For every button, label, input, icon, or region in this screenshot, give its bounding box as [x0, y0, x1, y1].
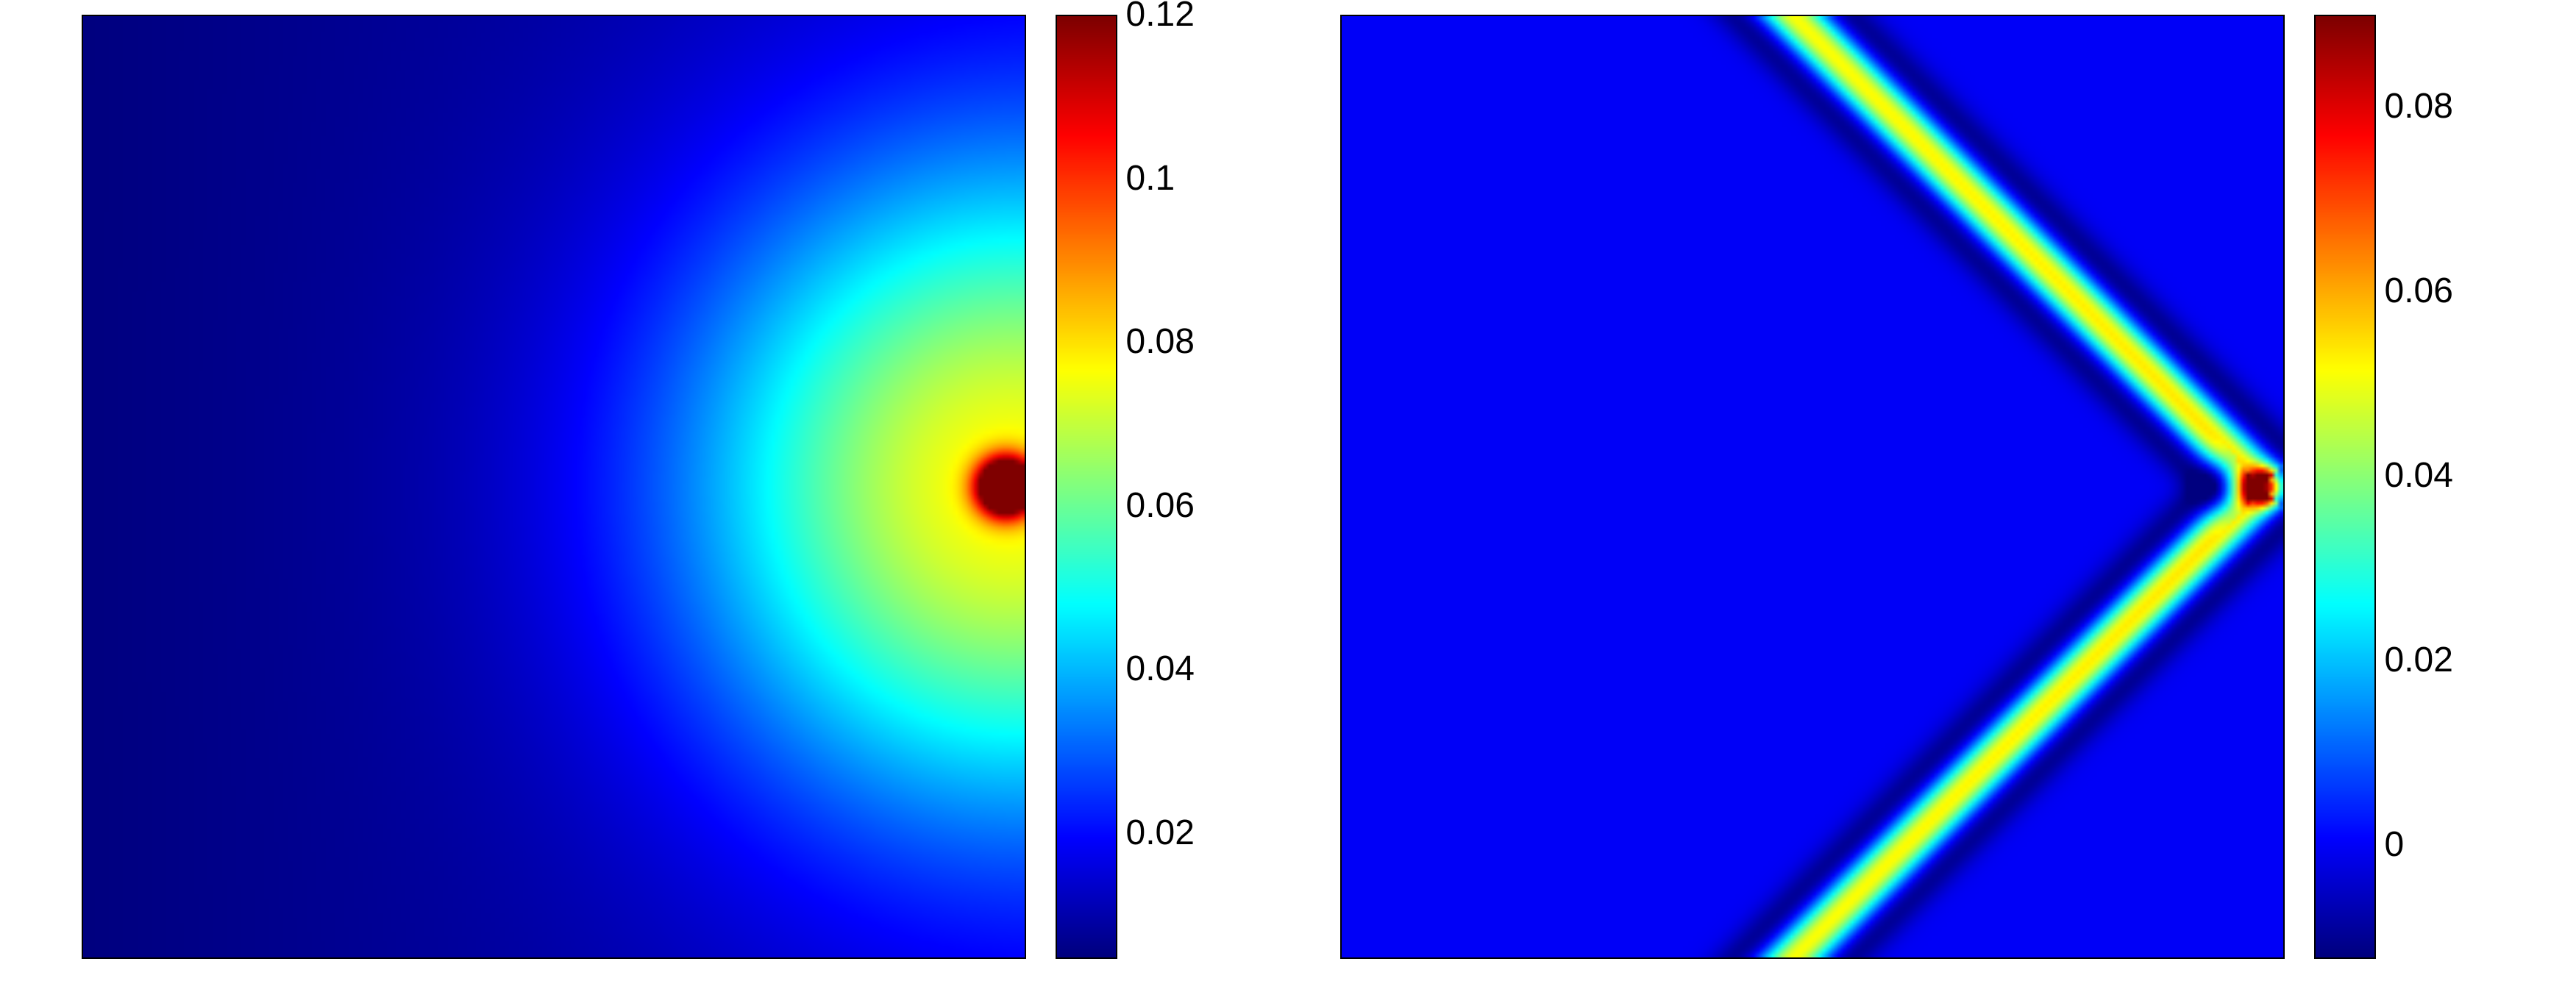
colorbar-ticklabel: 0.12: [1126, 0, 1195, 32]
colorbar-ticklabel: 0.06: [1126, 488, 1195, 524]
figure: 0.02 0.04 0.06 0.08 0.1 0.12 0 0.02 0.04 0.06 0.0…: [0, 0, 2576, 992]
colorbar-ticklabels-left: 0.020.040.060.080.10.12: [1126, 15, 1237, 956]
heatmap-right: [1340, 15, 2285, 959]
colorbar-ticklabel: 0.08: [2385, 89, 2453, 124]
colorbar-ticklabel: 0.04: [1126, 652, 1195, 687]
colorbar-ticklabel: 0.08: [1126, 324, 1195, 360]
panel-right: 0 0.02 0.04 0.06 0.08: [1340, 15, 2495, 959]
colorbar-ticklabel: 0.04: [2385, 458, 2453, 493]
colorbar-ticklabel: 0: [2385, 827, 2405, 863]
colorbar-group-right: 0 0.02 0.04 0.06 0.08: [2314, 15, 2495, 959]
colorbar-right: [2314, 15, 2376, 959]
colorbar-left: [1056, 15, 1117, 959]
colorbar-ticklabels-right: 0 0.02 0.04 0.06 0.08: [2385, 15, 2495, 956]
heatmap-left: [82, 15, 1026, 959]
colorbar-ticklabel: 0.02: [2385, 643, 2453, 678]
colorbar-ticklabel: 0.1: [1126, 161, 1175, 196]
colorbar-ticklabel: 0.02: [1126, 816, 1195, 851]
panel-left: 0.020.040.060.080.10.12: [82, 15, 1237, 959]
colorbar-ticklabel: 0.06: [2385, 274, 2453, 309]
colorbar-group-left: 0.020.040.060.080.10.12: [1056, 15, 1237, 959]
